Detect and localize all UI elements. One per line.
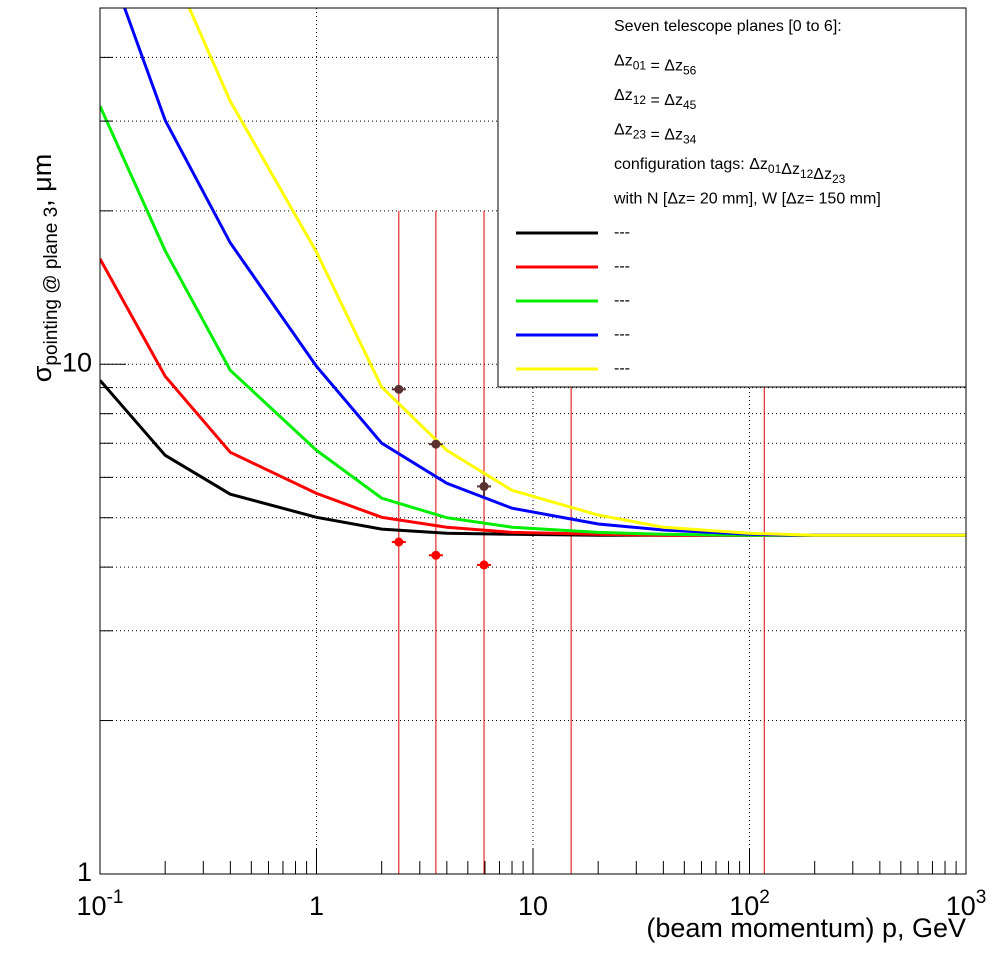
legend-header: Δz23 = Δz34	[614, 122, 697, 147]
legend-sub: 23	[832, 172, 846, 186]
legend-text: Δz	[781, 161, 800, 178]
legend-text: Δz	[614, 53, 633, 70]
x-axis-title: (beam momentum) p, GeV	[646, 913, 966, 943]
legend-sub: 12	[633, 93, 647, 107]
y-title-symbol: σ	[27, 365, 57, 382]
legend-sub: 01	[768, 162, 782, 176]
x-tick-exp: 2	[759, 887, 770, 908]
legend-text: Δz	[614, 122, 633, 139]
y-tick-label: 1	[77, 857, 92, 887]
x-tick-label: 102	[729, 887, 770, 921]
legend-label: ---	[614, 360, 630, 377]
x-tick-exp: 3	[976, 887, 987, 908]
legend-box	[497, 7, 967, 388]
legend-sub: 12	[800, 167, 814, 181]
legend-text: Seven telescope planes [0 to 6]:	[614, 18, 842, 35]
legend-label: ---	[614, 258, 630, 275]
x-tick-base: 10	[77, 891, 107, 921]
y-title-rest: , μm	[27, 154, 57, 207]
y-tick-label: 10	[62, 347, 92, 377]
x-tick-exp: -1	[107, 887, 124, 908]
point	[394, 537, 404, 547]
x-tick-label: 10	[518, 891, 548, 921]
legend-text: = Δz	[646, 92, 683, 109]
legend-text: Δz	[813, 166, 832, 183]
legend-label: ---	[614, 224, 630, 241]
y-title-sub: pointing @ plane 3	[41, 207, 62, 366]
legend-header: with N [Δz= 20 mm], W [Δz= 150 mm]	[613, 191, 881, 208]
curves	[100, 8, 966, 537]
legend-text: Δz	[614, 87, 633, 104]
legend-text: = Δz	[646, 58, 683, 75]
legend-header: Seven telescope planes [0 to 6]:	[614, 18, 842, 35]
legend: Seven telescope planes [0 to 6]:Δz01 = Δ…	[516, 18, 881, 377]
x-tick-label: 10-1	[77, 887, 124, 921]
legend-text: configuration tags: Δz	[614, 156, 768, 173]
legend-header: configuration tags: Δz01Δz12Δz23	[614, 156, 846, 186]
point	[431, 439, 441, 449]
legend-sub: 56	[683, 64, 697, 78]
legend-sub: 34	[683, 133, 697, 147]
legend-text: = Δz	[646, 127, 683, 144]
point	[479, 481, 489, 491]
legend-sub: 23	[633, 128, 647, 142]
point	[479, 560, 489, 570]
point	[394, 384, 404, 394]
points	[391, 384, 492, 570]
legend-sub: 45	[683, 98, 697, 112]
legend-header: Δz01 = Δz56	[614, 53, 697, 78]
x-tick-base: 10	[729, 891, 759, 921]
y-axis-title: σpointing @ plane 3, μm	[27, 154, 62, 382]
x-tick-label: 1	[309, 891, 324, 921]
legend-text: with N [Δz= 20 mm], W [Δz= 150 mm]	[613, 191, 881, 208]
x-tick-label: 103	[946, 887, 987, 921]
legend-label: ---	[614, 292, 630, 309]
point	[431, 550, 441, 560]
legend-sub: 01	[633, 59, 647, 73]
legend-header: Δz12 = Δz45	[614, 87, 697, 112]
x-tick-base: 10	[946, 891, 976, 921]
series-line	[187, 8, 966, 537]
legend-label: ---	[614, 326, 630, 343]
